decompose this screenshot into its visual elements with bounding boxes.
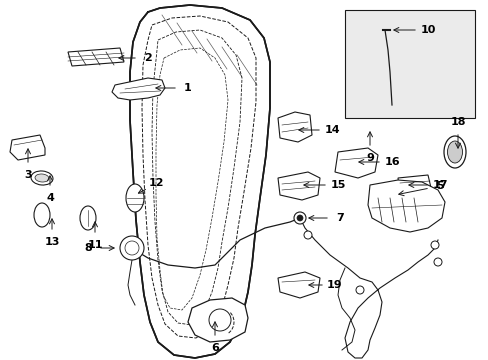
- Ellipse shape: [31, 171, 53, 185]
- Ellipse shape: [296, 215, 303, 221]
- Text: 5: 5: [435, 181, 443, 191]
- Ellipse shape: [80, 206, 96, 230]
- Text: 19: 19: [326, 280, 342, 290]
- Text: 12: 12: [149, 178, 164, 188]
- Ellipse shape: [443, 136, 465, 168]
- Ellipse shape: [293, 212, 305, 224]
- Polygon shape: [397, 175, 431, 195]
- Ellipse shape: [430, 241, 438, 249]
- Ellipse shape: [304, 231, 311, 239]
- Polygon shape: [334, 148, 377, 178]
- Text: 18: 18: [449, 117, 465, 127]
- Ellipse shape: [125, 241, 139, 255]
- Polygon shape: [367, 180, 444, 232]
- Text: 3: 3: [24, 170, 32, 180]
- Text: 15: 15: [329, 180, 345, 190]
- Polygon shape: [278, 172, 319, 200]
- Polygon shape: [130, 5, 269, 358]
- Text: 13: 13: [44, 237, 60, 247]
- Text: 16: 16: [384, 157, 399, 167]
- Text: 6: 6: [211, 343, 219, 353]
- Ellipse shape: [447, 141, 462, 163]
- Ellipse shape: [433, 258, 441, 266]
- Text: 8: 8: [84, 243, 92, 253]
- Ellipse shape: [120, 236, 143, 260]
- Text: 4: 4: [46, 193, 54, 203]
- Text: 11: 11: [87, 240, 102, 250]
- Ellipse shape: [208, 309, 230, 331]
- Ellipse shape: [126, 184, 143, 212]
- Polygon shape: [10, 135, 45, 160]
- Ellipse shape: [34, 203, 50, 227]
- Text: 1: 1: [184, 83, 191, 93]
- Ellipse shape: [355, 286, 363, 294]
- Text: 2: 2: [144, 53, 152, 63]
- Text: 10: 10: [420, 25, 435, 35]
- Polygon shape: [278, 272, 319, 298]
- Ellipse shape: [35, 174, 49, 182]
- Polygon shape: [278, 112, 311, 142]
- Polygon shape: [187, 298, 247, 342]
- Polygon shape: [68, 48, 124, 66]
- Text: 9: 9: [366, 153, 373, 163]
- Text: 7: 7: [335, 213, 343, 223]
- Bar: [345, 10, 474, 118]
- Text: 17: 17: [431, 180, 447, 190]
- Text: 14: 14: [324, 125, 339, 135]
- Polygon shape: [112, 78, 164, 100]
